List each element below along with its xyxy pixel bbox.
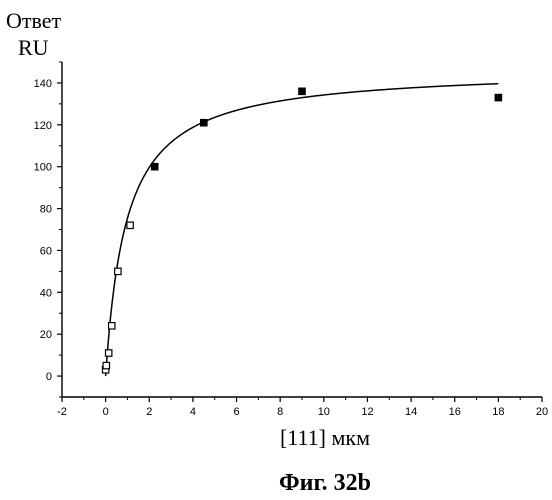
x-tick-label: 20: [536, 406, 548, 418]
data-point: [109, 323, 115, 329]
x-tick-label: 4: [190, 406, 196, 418]
y-tick-label: 40: [40, 287, 52, 299]
figure-caption: Фиг. 32b: [279, 470, 371, 496]
y-tick-label: 20: [40, 329, 52, 341]
data-point: [115, 268, 121, 274]
plot-area: 0 20 40 60 80 100 120 140 -2 0 2 4 6 8 10 12 14 16 18 20: [34, 62, 548, 418]
y-axis-label-line-2: RU: [18, 35, 49, 60]
data-point: [495, 94, 501, 100]
x-tick-label: 18: [492, 406, 504, 418]
x-tick-label: -2: [57, 406, 67, 418]
data-point: [201, 120, 207, 126]
data-point: [299, 88, 305, 94]
x-tick-label: 8: [277, 406, 283, 418]
data-point: [103, 362, 109, 368]
y-axis-label-line-1: Ответ: [6, 8, 62, 33]
y-tick-label: 100: [34, 162, 52, 174]
y-tick-label: 60: [40, 245, 52, 257]
y-tick-label: 140: [34, 78, 52, 90]
x-tick-label: 16: [449, 406, 461, 418]
x-tick-label: 14: [405, 406, 417, 418]
x-tick-label: 10: [318, 406, 330, 418]
x-tick-label: 0: [103, 406, 109, 418]
x-axis-label: [111] мкм: [280, 425, 370, 450]
data-point: [127, 222, 133, 228]
y-tick-label: 80: [40, 204, 52, 216]
y-tick-label: 120: [34, 120, 52, 132]
y-tick-label: 0: [46, 371, 52, 383]
x-tick-label: 6: [233, 406, 239, 418]
fit-curve: [106, 84, 499, 376]
data-point: [152, 163, 158, 169]
x-tick-label: 12: [361, 406, 373, 418]
x-tick-label: 2: [146, 406, 152, 418]
data-point: [105, 350, 111, 356]
